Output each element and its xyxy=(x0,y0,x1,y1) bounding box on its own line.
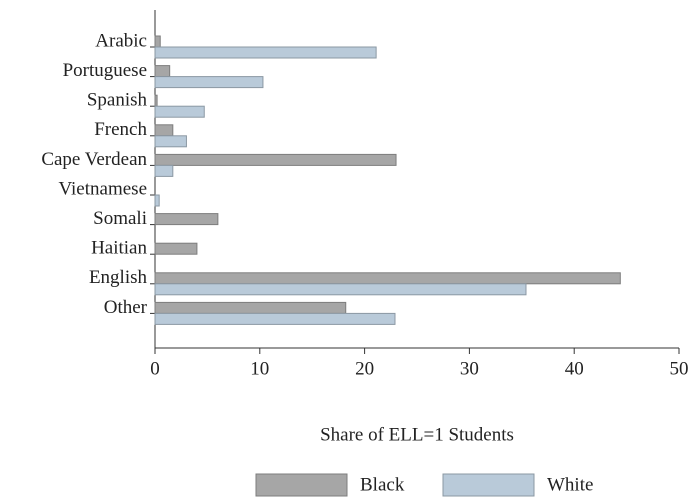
y-tick-label: Vietnamese xyxy=(58,178,147,199)
y-tick-label: Portuguese xyxy=(63,60,147,81)
bar xyxy=(154,312,396,325)
x-tick-label: 40 xyxy=(565,358,584,379)
bar xyxy=(154,194,160,207)
bar xyxy=(154,153,397,166)
x-tick-label: 20 xyxy=(355,358,374,379)
bar xyxy=(154,164,174,177)
bar xyxy=(154,46,377,59)
bar xyxy=(154,213,219,226)
bar xyxy=(154,272,621,285)
y-tick-label: Spanish xyxy=(87,90,148,111)
bar xyxy=(154,105,205,118)
y-tick-label: Arabic xyxy=(95,30,147,51)
x-tick-label: 30 xyxy=(460,358,479,379)
bar xyxy=(154,242,198,255)
y-tick-label: Cape Verdean xyxy=(41,149,147,170)
bar xyxy=(154,76,264,89)
x-tick-label: 50 xyxy=(670,358,689,379)
bar xyxy=(154,124,174,137)
bar xyxy=(154,94,158,107)
bar xyxy=(154,65,171,78)
legend-swatch xyxy=(442,473,535,497)
legend-label: Black xyxy=(360,474,405,495)
bar xyxy=(154,35,161,48)
y-tick-label: Other xyxy=(104,297,148,318)
bar xyxy=(154,301,347,314)
y-tick-label: Haitian xyxy=(91,238,147,259)
bar xyxy=(154,283,527,296)
x-tick-label: 10 xyxy=(250,358,269,379)
y-tick-label: English xyxy=(89,267,148,288)
x-tick-label: 0 xyxy=(150,358,160,379)
x-axis-label: Share of ELL=1 Students xyxy=(320,424,514,445)
legend-label: White xyxy=(547,474,593,495)
bar xyxy=(154,135,187,148)
legend-swatch xyxy=(255,473,348,497)
y-tick-label: French xyxy=(94,119,147,140)
y-tick-label: Somali xyxy=(93,208,147,229)
